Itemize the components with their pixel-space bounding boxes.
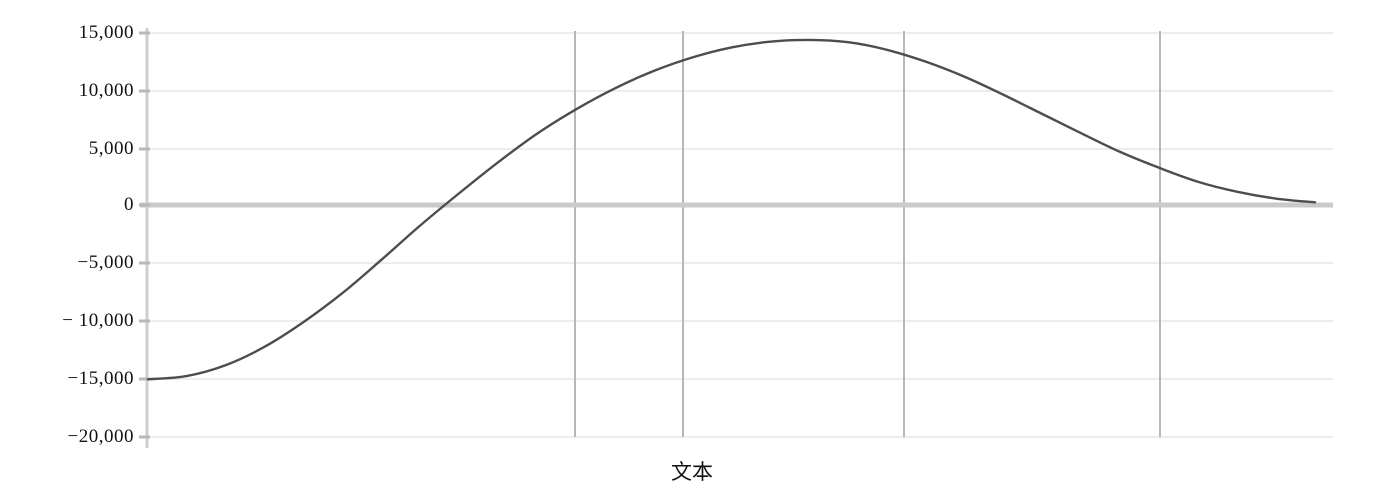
data-series-line: [146, 38, 1317, 381]
x-axis-title-text: 文本: [671, 460, 713, 484]
x-axis-title: 文本: [0, 462, 1384, 483]
y-tick-label: −20,000: [67, 426, 134, 447]
y-axis-ticks: [139, 31, 150, 439]
y-tick-label: −5,000: [77, 252, 134, 273]
y-tick-label: 15,000: [78, 22, 134, 43]
horizontal-gridlines: [148, 32, 1333, 438]
y-tick-label: − 10,000: [62, 310, 134, 331]
y-axis-tick-labels: 15,000 10,000 5,000 0 −5,000 − 10,000 −1…: [0, 0, 134, 498]
y-tick-label: 0: [124, 194, 134, 215]
y-tick-label: −15,000: [67, 368, 134, 389]
y-tick-label: 10,000: [78, 80, 134, 101]
vertical-gridlines: [574, 31, 1161, 437]
y-tick-label: 5,000: [88, 138, 134, 159]
